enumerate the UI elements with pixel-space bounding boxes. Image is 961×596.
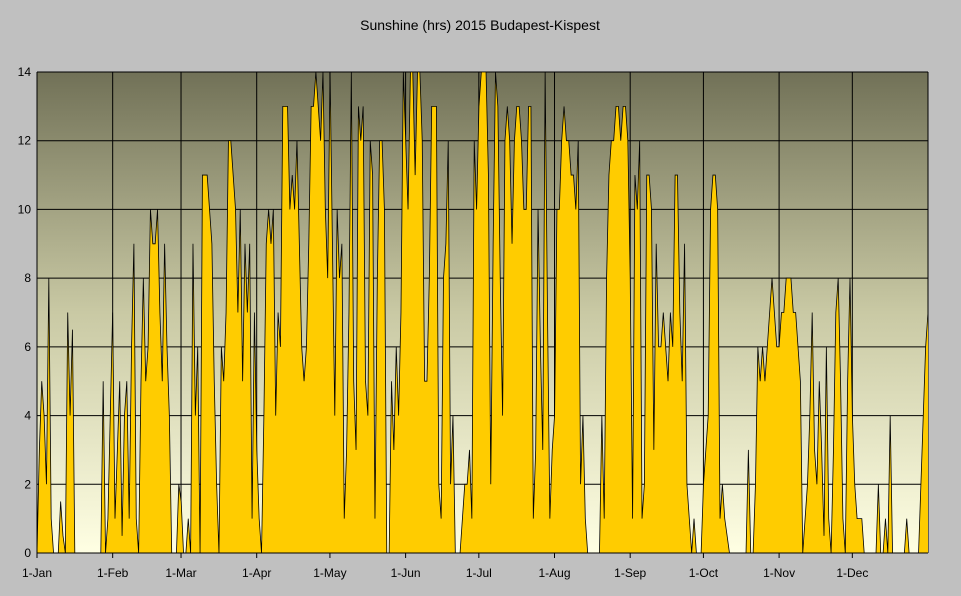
x-tick-label: 1-Nov bbox=[763, 566, 795, 580]
y-tick-label: 10 bbox=[18, 202, 32, 216]
y-axis: 0 2 4 6 8 10 12 14 bbox=[18, 65, 38, 560]
chart-title: Sunshine (hrs) 2015 Budapest-Kispest bbox=[360, 17, 600, 33]
x-tick-label: 1-Dec bbox=[836, 566, 868, 580]
x-tick-label: 1-Feb bbox=[97, 566, 129, 580]
y-tick-label: 6 bbox=[24, 340, 31, 354]
y-tick-label: 0 bbox=[24, 546, 31, 560]
x-tick-label: 1-Oct bbox=[689, 566, 719, 580]
y-tick-label: 2 bbox=[24, 477, 31, 491]
y-tick-label: 4 bbox=[24, 409, 31, 423]
x-tick-label: 1-Aug bbox=[538, 566, 570, 580]
series-area bbox=[37, 72, 928, 553]
y-tick-label: 12 bbox=[18, 134, 32, 148]
x-tick-label: 1-Sep bbox=[614, 566, 646, 580]
x-tick-label: 1-Jul bbox=[466, 566, 492, 580]
y-tick-label: 14 bbox=[18, 65, 32, 79]
x-tick-label: 1-Mar bbox=[165, 566, 196, 580]
x-tick-label: 1-Jan bbox=[22, 566, 52, 580]
y-tick-label: 8 bbox=[24, 271, 31, 285]
x-tick-label: 1-Jun bbox=[391, 566, 421, 580]
x-axis: 1-Jan 1-Feb 1-Mar 1-Apr 1-May 1-Jun 1-Jul 1-Aug… bbox=[22, 552, 928, 580]
x-tick-label: 1-May bbox=[313, 566, 346, 580]
x-tick-label: 1-Apr bbox=[242, 566, 271, 580]
